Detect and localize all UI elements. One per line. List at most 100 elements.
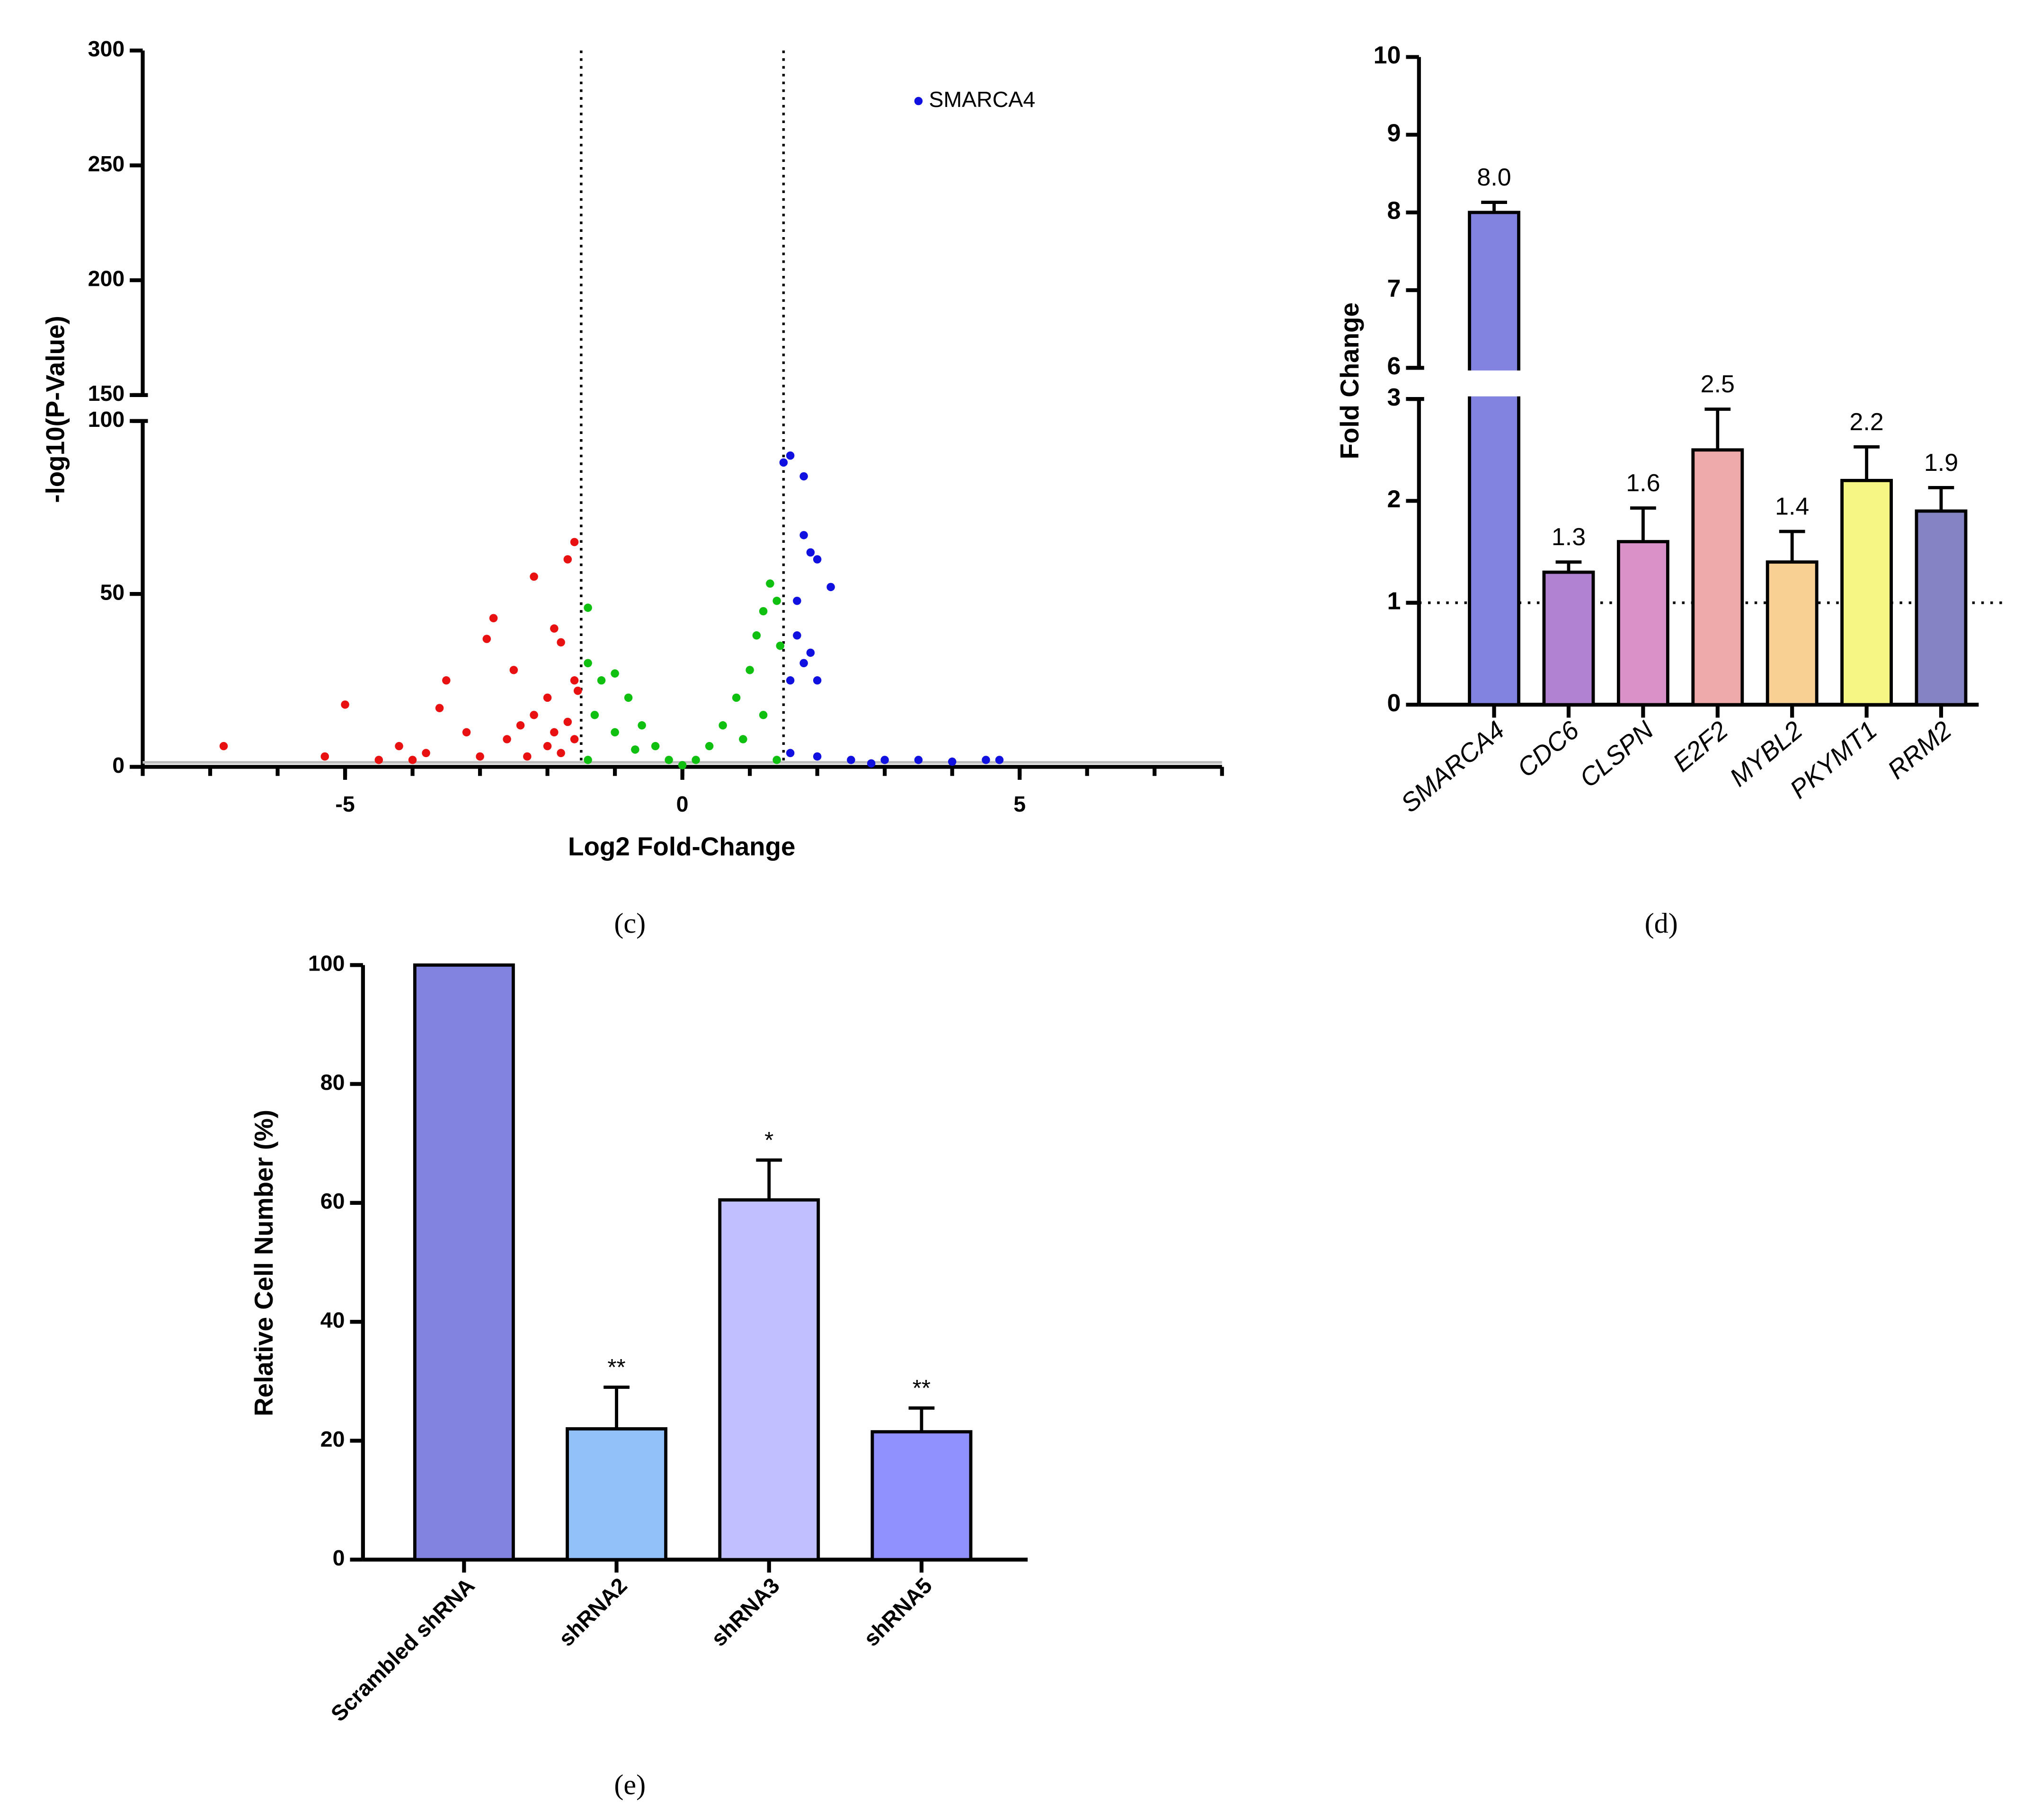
point [766, 579, 774, 588]
value-label: 1.9 [1924, 449, 1958, 477]
y-tick-label: 60 [320, 1189, 345, 1213]
point [543, 693, 552, 702]
point [786, 676, 795, 685]
point [509, 666, 518, 674]
bar [1691, 448, 1744, 707]
point [408, 756, 417, 764]
point [573, 686, 582, 695]
point [584, 756, 592, 764]
y-tick-label: 200 [88, 266, 125, 291]
point [624, 693, 633, 702]
point [219, 742, 228, 751]
bar [413, 963, 515, 1562]
point [550, 728, 559, 737]
y-tick-label: 50 [100, 580, 124, 604]
x-axis-label: Log2 Fold-Change [568, 831, 795, 861]
point [826, 583, 835, 592]
x-tick-label: Scrambled shRNA [326, 1573, 479, 1726]
y-tick-label: 7 [1387, 275, 1401, 302]
point [584, 659, 592, 668]
point [799, 659, 808, 668]
bar [1468, 211, 1521, 707]
point [584, 603, 592, 612]
significance: * [764, 1127, 773, 1153]
x-tick-label: RRM2 [1882, 715, 1957, 785]
x-tick-label: shRNA5 [859, 1573, 937, 1651]
point [786, 749, 795, 758]
point [772, 756, 781, 764]
point [638, 721, 646, 730]
y-tick-label: 0 [333, 1546, 345, 1570]
point [880, 756, 889, 764]
value-label: 2.5 [1701, 371, 1735, 398]
point [745, 666, 754, 674]
point [705, 742, 714, 751]
point [442, 676, 451, 685]
point [678, 761, 687, 769]
point [732, 693, 741, 702]
point [776, 641, 785, 650]
y-tick-label: 1 [1387, 588, 1401, 615]
point [752, 631, 761, 640]
point [557, 638, 565, 647]
x-tick-label: 5 [1013, 792, 1026, 816]
bar [1840, 478, 1893, 707]
value-label: 1.6 [1626, 469, 1660, 497]
y-tick-label: 3 [1387, 384, 1401, 411]
point [719, 721, 727, 730]
panel-label: (d) [1645, 908, 1678, 939]
point [395, 742, 403, 751]
point [665, 756, 673, 764]
y-tick-label: 9 [1387, 119, 1401, 147]
point [320, 752, 329, 761]
point [476, 752, 484, 761]
point [462, 728, 471, 737]
y-tick-label: 8 [1387, 197, 1401, 225]
point [772, 596, 781, 605]
x-tick-label: -5 [335, 792, 355, 816]
point [982, 756, 990, 764]
point [813, 555, 822, 564]
point [590, 711, 599, 719]
y-tick-label: 2 [1387, 486, 1401, 513]
value-label: 2.2 [1849, 408, 1883, 436]
point [914, 756, 923, 764]
point [530, 711, 538, 719]
y-axis-label: -log10(P-Value) [40, 316, 70, 503]
y-tick-label: 0 [112, 753, 124, 777]
panel-label: (e) [614, 1769, 646, 1801]
point [786, 451, 795, 460]
bar [1542, 570, 1595, 707]
point [550, 624, 559, 633]
x-tick-label: E2F2 [1667, 715, 1733, 777]
bar [870, 1430, 973, 1562]
point [813, 752, 822, 761]
point [422, 749, 430, 758]
point [867, 759, 876, 768]
point [847, 756, 855, 764]
point [799, 472, 808, 481]
point [995, 756, 1004, 764]
x-tick-label: 0 [676, 792, 689, 816]
significance: ** [607, 1354, 625, 1380]
point [563, 555, 572, 564]
y-tick-label: 20 [320, 1427, 345, 1451]
point [806, 548, 815, 557]
bar [1616, 540, 1669, 707]
break-gap [1465, 370, 1523, 397]
y-tick-label: 0 [1387, 689, 1401, 717]
x-tick-label: CDC6 [1511, 715, 1584, 783]
annotation: SMARCA4 [929, 87, 1035, 112]
point [806, 648, 815, 657]
point [530, 572, 538, 581]
point [813, 676, 822, 685]
y-tick-label: 80 [320, 1070, 345, 1095]
point [557, 749, 565, 758]
x-tick-label: SMARCA4 [1395, 715, 1510, 818]
y-axis-label: Fold Change [1335, 302, 1364, 459]
y-tick-label: 40 [320, 1308, 345, 1333]
point [651, 742, 660, 751]
value-label: 8.0 [1477, 164, 1511, 191]
point [482, 635, 491, 643]
